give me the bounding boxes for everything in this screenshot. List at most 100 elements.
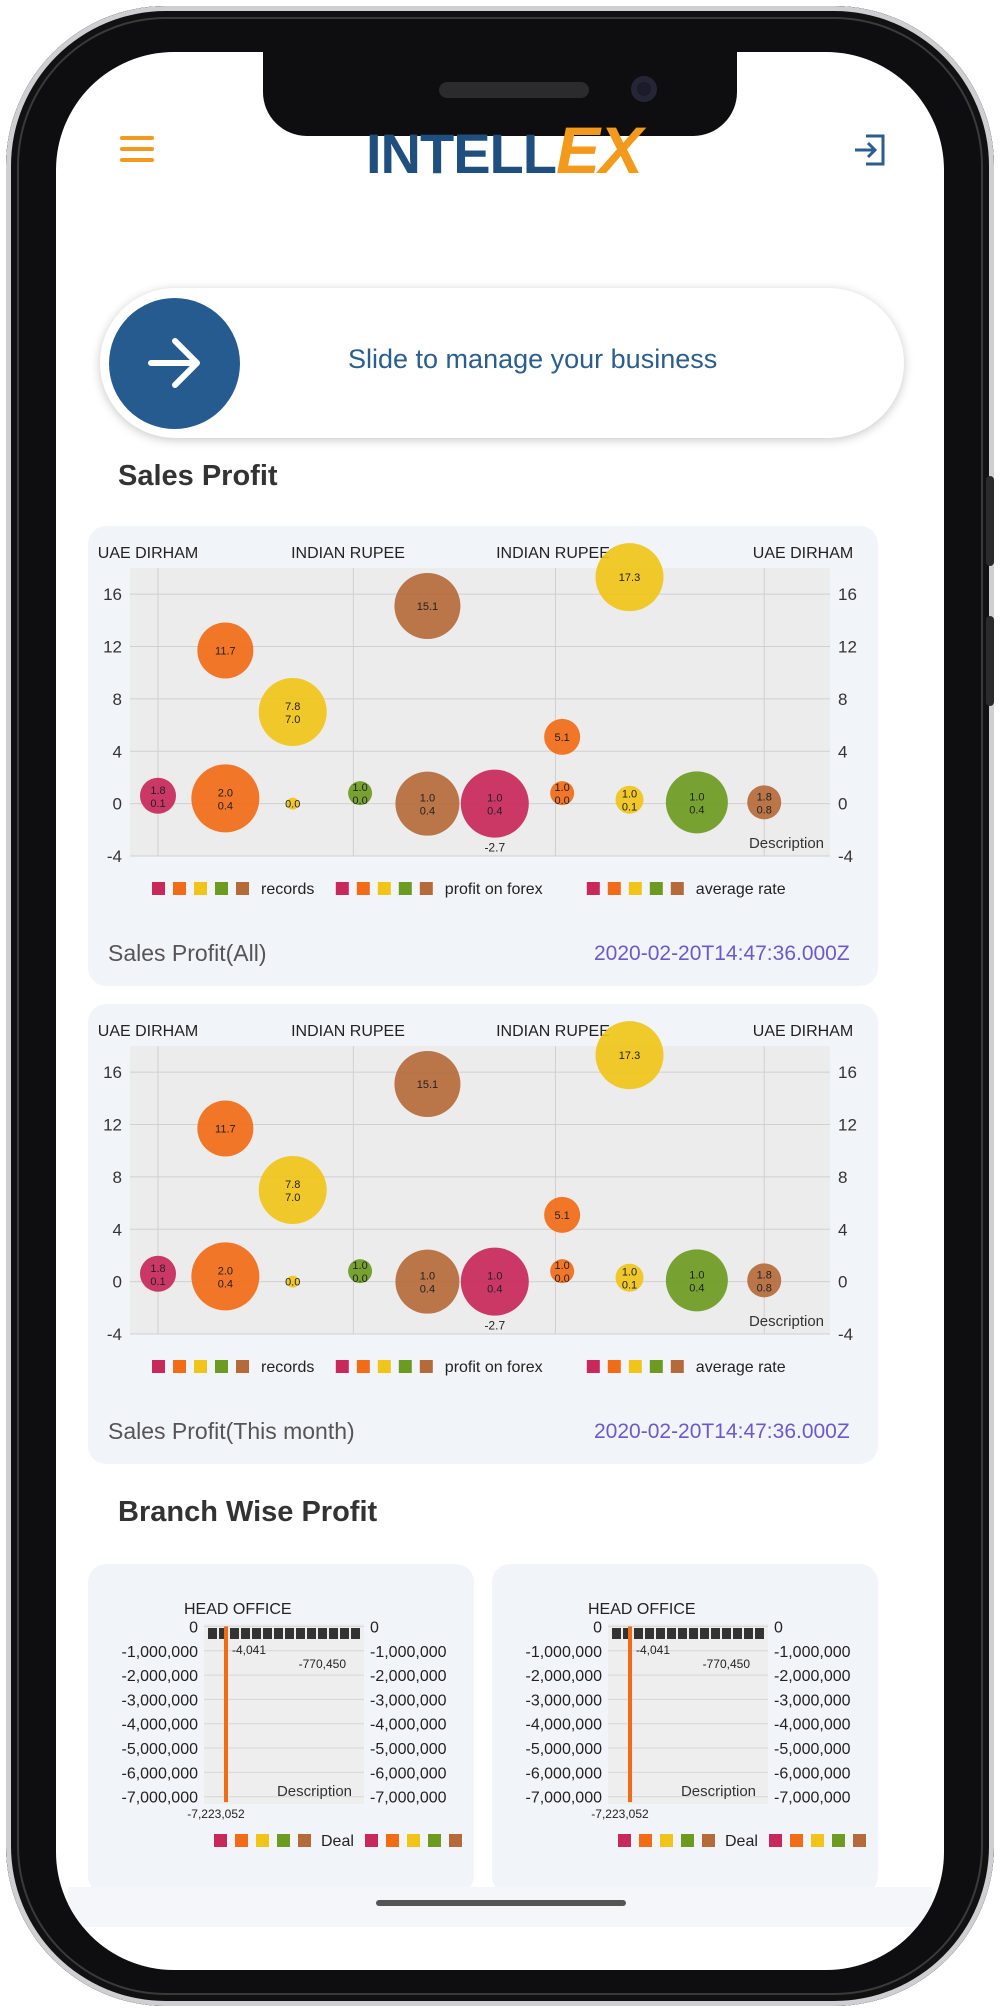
data-bubble [665,1249,728,1312]
top-marker [329,1628,338,1639]
top-marker [241,1628,250,1639]
data-bubble [286,1275,299,1288]
bubble-label: 17.3 [619,572,640,584]
legend-swatch [236,882,249,895]
data-bubble [615,785,644,814]
bubble-label: 0.0 [352,1273,367,1285]
arrow-right-icon [148,338,200,388]
y-tick-label-right: -5,000,000 [370,1741,447,1758]
data-bubble [395,771,460,836]
data-bubble [140,1255,176,1292]
legend-swatch [214,1834,227,1847]
legend-swatch [277,1834,290,1847]
legend-swatch [832,1834,845,1847]
data-bubble [197,1100,254,1157]
data-bubble [747,1263,782,1298]
category-label: INDIAN RUPEE [496,545,610,562]
bar [628,1626,632,1803]
card-timestamp: 2020-02-20T14:47:36.000Z [594,942,850,965]
y-tick-label-left: 0 [113,1273,122,1292]
legend-swatch [173,1360,186,1373]
legend-swatch [449,1834,462,1847]
bubble-label: 0.4 [218,1278,233,1290]
bubble-label: 5.1 [555,732,570,744]
logout-icon[interactable] [852,132,888,168]
bubble-label: 0.4 [487,1284,502,1296]
legend-swatch [607,882,621,895]
top-marker [285,1628,294,1639]
y-tick-label-right: -3,000,000 [774,1692,851,1709]
bubble-label: 7.0 [285,1192,300,1204]
data-bubble [544,1196,581,1233]
bubble-label: 1.8 [757,1269,772,1281]
bubble-label: 0.8 [757,1282,772,1294]
category-label: UAE DIRHAM [98,1023,198,1040]
bubble-label: 1.0 [689,1269,704,1281]
y-tick-label-right: -4 [838,847,853,866]
legend-swatch [419,882,433,895]
legend-swatch [335,882,349,895]
data-bubble [258,678,327,746]
home-indicator[interactable] [376,1900,626,1906]
bubble-label: 17.3 [619,1050,640,1062]
branch-profit-card[interactable]: HEAD OFFICE 0 0 -1,000,000 -1,000,000 -2,000,… [492,1564,878,1894]
y-tick-label-left: 4 [113,742,122,761]
y-tick-label-left: 12 [103,638,122,657]
legend-swatch [407,1834,420,1847]
y-tick-label-right: 12 [838,638,857,657]
bubble-label: 7.8 [285,701,300,713]
y-tick-label-right: 0 [774,1619,783,1636]
bubble-label: 11.7 [215,645,236,657]
bubble-label: 0.0 [352,795,367,807]
y-tick-label-left: -1,000,000 [525,1644,602,1661]
camera [631,76,657,102]
y-tick-label-left: -4 [107,1325,122,1344]
top-marker [722,1628,731,1639]
y-tick-label-right: 8 [838,690,847,709]
y-tick-label-right: 4 [838,1220,847,1239]
branch-profit-card[interactable]: HEAD OFFICE 0 0 -1,000,000 -1,000,000 -2,000,… [88,1564,474,1894]
data-bubble [615,1263,644,1292]
bubble-chart[interactable]: -4 -4 0 0 4 4 8 8 12 12 16 16 UAE DIRHAM INDIAN RUPEE… [88,526,878,916]
data-bubble [140,777,176,814]
legend-swatch [235,1834,248,1847]
y-tick-label-left: -4,000,000 [121,1717,198,1734]
slide-to-manage[interactable]: Slide to manage your business [100,288,904,438]
bubble-label: 15.1 [417,1079,438,1091]
top-marker [755,1628,764,1639]
sales-profit-month-card[interactable]: -4 -4 0 0 4 4 8 8 12 12 16 16 UAE DIRHAM INDIAN RUPEE… [88,1004,878,1464]
bubble-chart[interactable]: -4 -4 0 0 4 4 8 8 12 12 16 16 UAE DIRHAM INDIAN RUPEE… [88,1004,878,1394]
y-tick-label-left: -6,000,000 [525,1765,602,1782]
y-tick-label-left: -4,000,000 [525,1717,602,1734]
data-bubble [550,1259,575,1284]
y-tick-label-right: 8 [838,1168,847,1187]
category-label: UAE DIRHAM [98,545,198,562]
legend-swatch [215,1360,228,1373]
data-bubble [191,764,260,833]
top-marker [296,1628,305,1639]
bubble-label: 0.4 [689,804,704,816]
y-tick-label-right: 16 [838,585,857,604]
y-tick-label-right: -1,000,000 [774,1644,851,1661]
bubble-label: 15.1 [417,601,438,613]
data-bubble [191,1242,260,1311]
y-tick-label-left: 0 [593,1619,602,1636]
legend-swatch [398,1360,412,1373]
y-tick-label-left: -3,000,000 [525,1692,602,1709]
bubble-label: 11.7 [215,1123,236,1135]
y-tick-label-left: -3,000,000 [121,1692,198,1709]
y-tick-label-left: -7,000,000 [525,1790,602,1807]
plot-area [608,1624,768,1804]
hamburger-menu-icon[interactable] [120,136,154,162]
legend-label: average rate [696,881,786,898]
y-tick-label-right: -4 [838,1325,853,1344]
top-marker [634,1628,643,1639]
top-marker [733,1628,742,1639]
slide-handle-button[interactable] [109,298,240,429]
bar [224,1626,228,1803]
bubble-label: 7.0 [285,714,300,726]
data-bubble [395,1249,460,1314]
sales-profit-all-card[interactable]: -4 -4 0 0 4 4 8 8 12 12 16 16 UAE DIRHAM INDIAN RUPEE… [88,526,878,986]
